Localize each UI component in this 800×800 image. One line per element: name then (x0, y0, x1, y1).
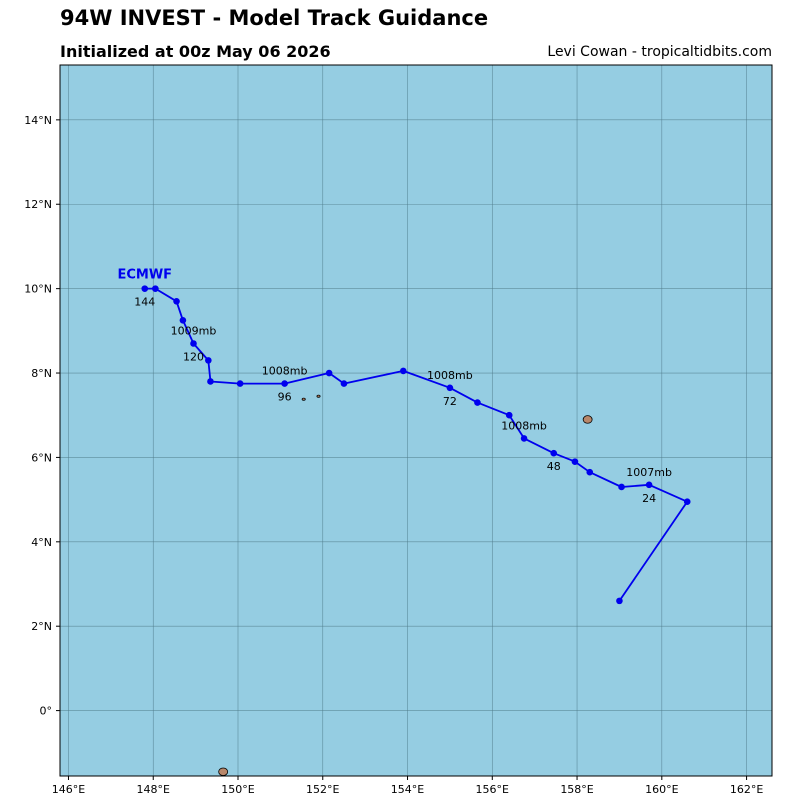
longitude-tick-label: 156°E (476, 783, 509, 796)
longitude-tick-label: 152°E (306, 783, 339, 796)
track-point (645, 481, 653, 489)
forecast-hour-label: 72 (443, 395, 457, 408)
forecast-hour-label: 144 (134, 296, 155, 309)
pressure-label: 1007mb (626, 466, 672, 479)
track-point (683, 498, 691, 506)
longitude-tick-label: 160°E (645, 783, 678, 796)
track-point (179, 316, 187, 324)
latitude-tick-label: 2°N (31, 620, 52, 633)
map-frame (59, 64, 773, 777)
longitude-tick-label: 154°E (391, 783, 424, 796)
model-name-label: ECMWF (117, 268, 172, 283)
track-point (205, 357, 212, 364)
track-point (207, 378, 214, 385)
forecast-hour-label: 24 (642, 492, 656, 505)
latitude-tick-label: 8°N (31, 367, 52, 380)
track-point (152, 285, 159, 292)
longitude-tick-label: 146°E (52, 783, 85, 796)
track-point (340, 380, 348, 387)
track-point (325, 369, 333, 377)
track-point (281, 380, 288, 387)
track-point (505, 411, 513, 419)
longitude-tick-label: 150°E (221, 783, 254, 796)
track-point (236, 380, 244, 387)
init-time-subtitle: Initialized at 00z May 06 2026 (60, 42, 331, 61)
track-point (520, 435, 528, 442)
track-point (586, 468, 594, 476)
track-point (190, 340, 197, 347)
latitude-tick-label: 14°N (24, 114, 52, 127)
island (316, 394, 321, 398)
track-point (571, 458, 579, 465)
pressure-label: 1008mb (427, 369, 473, 382)
latitude-tick-label: 0° (40, 705, 53, 718)
track-point (550, 449, 558, 457)
forecast-hour-label: 96 (278, 391, 292, 404)
ocean-background (60, 65, 772, 776)
pressure-label: 1009mb (171, 324, 217, 337)
forecast-hour-label: 48 (547, 460, 561, 473)
track-point (399, 367, 407, 375)
track-point (474, 399, 481, 406)
track-point (446, 384, 454, 392)
island (582, 415, 593, 424)
map-title: 94W INVEST - Model Track Guidance (60, 6, 489, 30)
longitude-tick-label: 162°E (730, 783, 763, 796)
latitude-tick-label: 10°N (24, 283, 52, 296)
pressure-label: 1008mb (262, 365, 308, 378)
latitude-tick-label: 4°N (31, 536, 52, 549)
latitude-tick-label: 6°N (31, 451, 52, 464)
credit-label: Levi Cowan - tropicaltidbits.com (547, 44, 772, 60)
latitude-tick-label: 12°N (24, 198, 52, 211)
track-point (141, 285, 149, 292)
track-point (616, 597, 623, 605)
island (218, 767, 229, 776)
forecast-hour-label: 120 (183, 350, 204, 363)
longitude-tick-label: 148°E (137, 783, 170, 796)
pressure-label: 1008mb (501, 419, 547, 432)
longitude-tick-label: 158°E (560, 783, 593, 796)
island (301, 397, 306, 401)
track-point (173, 297, 180, 305)
track-point (618, 483, 625, 491)
